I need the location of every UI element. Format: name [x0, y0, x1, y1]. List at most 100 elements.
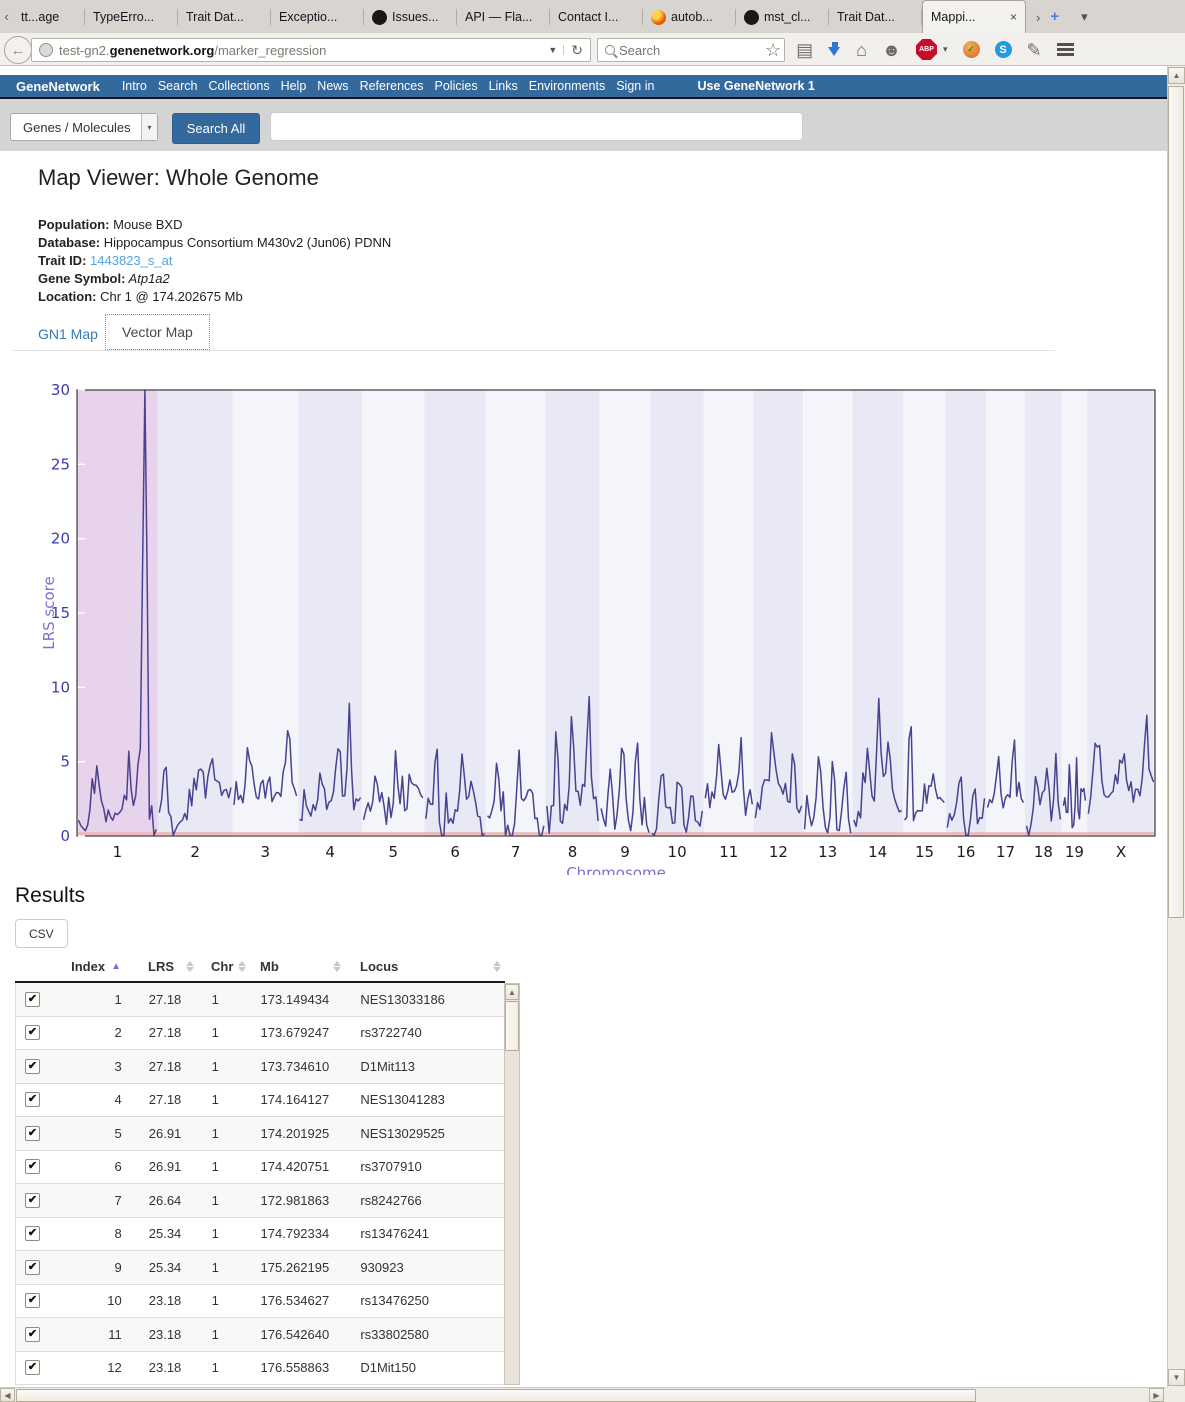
skype-icon[interactable]: S: [994, 41, 1012, 58]
download-arrow-icon[interactable]: [828, 42, 841, 57]
row-checkbox[interactable]: ✔: [24, 1192, 40, 1208]
browser-search-box[interactable]: [597, 38, 785, 62]
table-row: ✔ 8 25.34 1 174.792334 rs13476241: [16, 1217, 505, 1251]
svg-text:7: 7: [511, 843, 521, 861]
row-checkbox[interactable]: ✔: [24, 1025, 40, 1041]
cell-c2: 25.34: [148, 1226, 182, 1242]
adblock-caret-icon[interactable]: ▾: [942, 44, 948, 54]
scroll-down-icon[interactable]: ▼: [1168, 1369, 1185, 1386]
reading-list-icon[interactable]: ▤: [796, 39, 814, 60]
nav-link-environments[interactable]: Environments: [528, 79, 606, 93]
row-checkbox[interactable]: ✔: [24, 1092, 40, 1108]
trait-info-line: Gene Symbol: Atp1a2: [38, 271, 170, 286]
tab-gn1-map[interactable]: GN1 Map: [38, 326, 98, 342]
row-checkbox[interactable]: ✔: [24, 1125, 40, 1141]
home-icon[interactable]: ⌂: [856, 39, 868, 60]
cell-c1: 10: [107, 1293, 122, 1309]
trait-id-link[interactable]: 1443823_s_at: [86, 253, 173, 268]
tab-label: Contact I...: [558, 10, 619, 24]
site-identity-globe-icon[interactable]: [39, 43, 53, 57]
search-category-select[interactable]: Genes / Molecules ▾: [10, 113, 158, 141]
row-checkbox[interactable]: ✔: [24, 991, 40, 1007]
nav-link-news[interactable]: News: [317, 79, 349, 93]
browser-tab[interactable]: autob...: [643, 1, 736, 33]
scroll-left-icon[interactable]: ◀: [0, 1388, 15, 1402]
svg-text:3: 3: [261, 843, 271, 861]
adblock-icon[interactable]: ABP: [915, 39, 937, 60]
browser-tab[interactable]: Trait Dat...: [829, 1, 922, 33]
tab-vector-map[interactable]: Vector Map: [105, 314, 210, 350]
row-checkbox[interactable]: ✔: [24, 1326, 40, 1342]
use-genenetwork1-link[interactable]: Use GeneNetwork 1: [697, 79, 815, 93]
cell-c5: rs3707910: [360, 1159, 422, 1175]
browser-tab[interactable]: Mappi... ×: [922, 0, 1026, 33]
table-row: ✔ 1 27.18 1 173.149434 NES13033186: [16, 983, 505, 1017]
nav-link-policies[interactable]: Policies: [434, 79, 478, 93]
tab-list-caret-icon[interactable]: ▾: [1081, 9, 1088, 24]
bookmark-star-icon[interactable]: ☆: [765, 39, 782, 60]
browser-tab[interactable]: Trait Dat...: [178, 1, 271, 33]
reload-icon[interactable]: ↻: [571, 41, 583, 58]
column-header-lrs[interactable]: LRS: [135, 959, 198, 974]
nav-link-references[interactable]: References: [359, 79, 424, 93]
browser-tab[interactable]: tt...age: [13, 1, 85, 33]
scroll-up-icon[interactable]: ▲: [1168, 67, 1185, 84]
cell-c2: 26.91: [148, 1125, 182, 1141]
browser-tab[interactable]: API — Fla...: [457, 1, 550, 33]
table-scrollbar-thumb[interactable]: [505, 1001, 519, 1051]
browser-tab[interactable]: Exceptio...: [271, 1, 364, 33]
cell-c4: 173.679247: [260, 1025, 330, 1041]
github-favicon-icon: [744, 9, 759, 25]
search-all-button[interactable]: Search All: [172, 113, 260, 144]
tab-label: mst_cl...: [764, 10, 811, 24]
column-header-index[interactable]: Index ▲: [71, 959, 121, 974]
row-checkbox[interactable]: ✔: [24, 1058, 40, 1074]
back-button[interactable]: ←: [4, 36, 32, 64]
url-prefix: test-gn2.: [59, 42, 110, 58]
nav-link-help[interactable]: Help: [280, 79, 307, 93]
row-checkbox[interactable]: ✔: [24, 1360, 40, 1376]
compose-icon[interactable]: ✎: [1026, 39, 1042, 60]
csv-export-button[interactable]: CSV: [15, 919, 68, 948]
column-header-mb[interactable]: Mb: [250, 959, 345, 974]
results-heading: Results: [15, 884, 86, 907]
browser-tab[interactable]: Issues...: [364, 1, 457, 33]
tab-scroll-left-icon[interactable]: ‹: [4, 9, 9, 24]
nav-link-intro[interactable]: Intro: [121, 79, 147, 93]
nav-link-links[interactable]: Links: [488, 79, 518, 93]
column-header-locus[interactable]: Locus: [345, 959, 505, 974]
table-scroll-up-icon[interactable]: ▲: [505, 984, 519, 1000]
tab-close-icon[interactable]: ×: [1009, 10, 1017, 24]
url-history-caret-icon[interactable]: ▼: [542, 45, 565, 55]
table-scrollbar[interactable]: [504, 983, 520, 1385]
firefox-favicon-icon: [651, 9, 666, 25]
search-query-input[interactable]: [270, 112, 803, 141]
chat-icon[interactable]: ☻: [882, 39, 901, 60]
url-bar[interactable]: test-gn2. genenetwork.org /marker_regres…: [31, 38, 591, 62]
row-checkbox[interactable]: ✔: [24, 1293, 40, 1309]
tab-groups-icon[interactable]: ✓: [962, 41, 980, 58]
horizontal-scrollbar-thumb[interactable]: [16, 1389, 976, 1402]
vertical-scrollbar-thumb[interactable]: [1168, 86, 1184, 918]
scroll-right-icon[interactable]: ▶: [1149, 1388, 1164, 1402]
nav-link-search[interactable]: Search: [157, 79, 198, 93]
row-checkbox[interactable]: ✔: [24, 1226, 40, 1242]
cell-c5: D1Mit150: [360, 1360, 416, 1376]
row-checkbox[interactable]: ✔: [24, 1159, 40, 1175]
new-tab-button[interactable]: +: [1050, 8, 1060, 25]
cell-c2: 25.34: [148, 1259, 182, 1275]
browser-tab[interactable]: mst_cl...: [736, 1, 829, 33]
browser-tab[interactable]: Contact I...: [550, 1, 643, 33]
trait-info: Population: Mouse BXD Database: Hippocamp…: [38, 216, 391, 306]
nav-link-sign-in[interactable]: Sign in: [616, 79, 655, 93]
tab-overflow-icon[interactable]: ›: [1036, 10, 1041, 25]
svg-text:LRS score: LRS score: [40, 576, 58, 649]
menu-icon[interactable]: [1056, 43, 1074, 56]
column-header-chr[interactable]: Chr: [198, 959, 250, 974]
brand-genenetwork[interactable]: GeneNetwork: [16, 78, 100, 94]
browser-tab[interactable]: TypeErro...: [85, 1, 178, 33]
row-checkbox[interactable]: ✔: [24, 1259, 40, 1275]
browser-search-input[interactable]: [617, 41, 751, 59]
nav-link-collections[interactable]: Collections: [208, 79, 270, 93]
svg-text:15: 15: [51, 604, 70, 622]
